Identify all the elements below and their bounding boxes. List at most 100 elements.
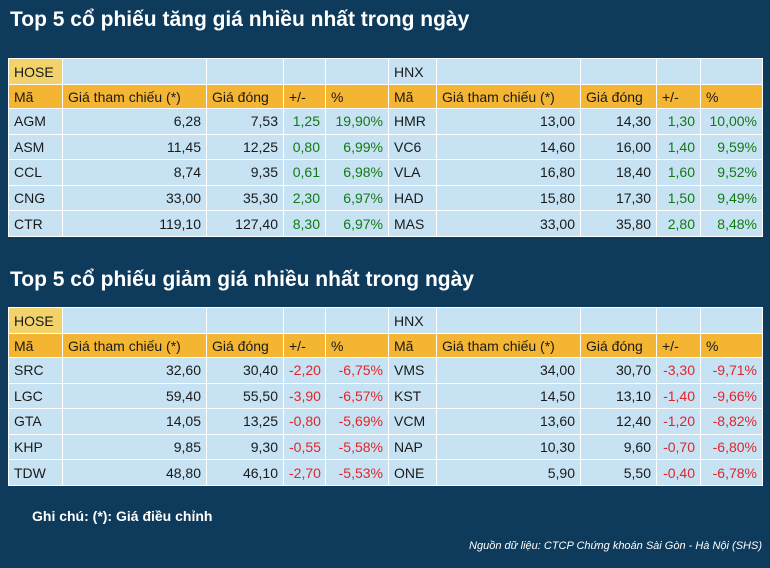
ticker: HAD <box>388 184 437 212</box>
value-cell: 2,80 <box>656 210 701 237</box>
empty-cell <box>656 58 701 85</box>
ticker: NAP <box>388 433 437 461</box>
empty-cell <box>62 58 207 85</box>
value-cell: 46,10 <box>206 459 284 486</box>
data-row: TDW 48,80 46,10 -2,70 -5,53% ONE 5,90 5,50 -0,40… <box>8 459 763 486</box>
header-cell: Giá đóng <box>580 84 657 109</box>
empty-cell <box>283 58 326 85</box>
value-cell: -0,80 <box>283 408 326 435</box>
value-cell: 30,70 <box>580 357 657 384</box>
header-cell: Mã <box>388 84 437 109</box>
value-cell: 13,00 <box>436 108 581 135</box>
value-cell: 16,80 <box>436 159 581 186</box>
exchange-row: HOSE HNX <box>8 307 763 334</box>
exchange: HNX <box>388 307 437 334</box>
exchange: HOSE <box>8 58 63 85</box>
header-cell: % <box>700 84 763 109</box>
losers-table: HOSE HNX Mã Giá tham chiếu (*) Giá đóng +/-% M… <box>8 307 763 486</box>
header-cell: +/- <box>283 333 326 358</box>
data-row: GTA 14,05 13,25 -0,80 -5,69% VCM 13,60 12,40 -1,… <box>8 408 763 435</box>
value-cell: -1,40 <box>656 382 701 410</box>
value-cell: 1,30 <box>656 108 701 135</box>
value-cell: 13,60 <box>436 408 581 435</box>
exchange-row: HOSE HNX <box>8 58 763 85</box>
value-cell: 34,00 <box>436 357 581 384</box>
value-cell: 1,40 <box>656 133 701 161</box>
ticker: MAS <box>388 210 437 237</box>
value-cell: 14,60 <box>436 133 581 161</box>
empty-cell <box>206 307 284 334</box>
empty-cell <box>283 307 326 334</box>
empty-cell <box>325 58 389 85</box>
header-cell: Giá tham chiếu (*) <box>436 333 581 358</box>
ticker: KHP <box>8 433 63 461</box>
header-cell: % <box>325 84 389 109</box>
note: Ghi chú: (*): Giá điều chỉnh <box>32 508 213 524</box>
data-row: AGM 6,28 7,53 1,25 19,90% HMR 13,00 14,30 1,30 10… <box>8 108 763 135</box>
value-cell: 6,99% <box>325 133 389 161</box>
ticker: ONE <box>388 459 437 486</box>
data-row: ASM 11,45 12,25 0,80 6,99% VC6 14,60 16,00 1,40 9… <box>8 133 763 161</box>
header-cell: Mã <box>8 333 63 358</box>
value-cell: 9,52% <box>700 159 763 186</box>
value-cell: 9,35 <box>206 159 284 186</box>
empty-cell <box>580 58 657 85</box>
value-cell: 11,45 <box>62 133 207 161</box>
header-row: Mã Giá tham chiếu (*) Giá đóng +/-% Mã Giá th… <box>8 84 763 109</box>
ticker: TDW <box>8 459 63 486</box>
value-cell: 9,59% <box>700 133 763 161</box>
value-cell: 32,60 <box>62 357 207 384</box>
value-cell: 9,60 <box>580 433 657 461</box>
value-cell: 9,30 <box>206 433 284 461</box>
value-cell: 9,49% <box>700 184 763 212</box>
empty-cell <box>436 307 581 334</box>
value-cell: -3,30 <box>656 357 701 384</box>
ticker: VC6 <box>388 133 437 161</box>
value-cell: 12,40 <box>580 408 657 435</box>
header-row: Mã Giá tham chiếu (*) Giá đóng +/-% Mã Giá th… <box>8 333 763 358</box>
exchange: HOSE <box>8 307 63 334</box>
value-cell: 8,74 <box>62 159 207 186</box>
value-cell: -8,82% <box>700 408 763 435</box>
ticker: ASM <box>8 133 63 161</box>
value-cell: 30,40 <box>206 357 284 384</box>
value-cell: 59,40 <box>62 382 207 410</box>
ticker: VMS <box>388 357 437 384</box>
header-cell: Giá đóng <box>580 333 657 358</box>
header-cell: Giá tham chiếu (*) <box>62 333 207 358</box>
ticker: KST <box>388 382 437 410</box>
value-cell: 33,00 <box>436 210 581 237</box>
data-row: LGC 59,40 55,50 -3,90 -6,57% KST 14,50 13,10 -1,… <box>8 382 763 410</box>
value-cell: -0,40 <box>656 459 701 486</box>
ticker: LGC <box>8 382 63 410</box>
value-cell: 0,80 <box>283 133 326 161</box>
value-cell: 1,25 <box>283 108 326 135</box>
header-cell: Giá tham chiếu (*) <box>62 84 207 109</box>
empty-cell <box>580 307 657 334</box>
value-cell: 8,30 <box>283 210 326 237</box>
value-cell: -0,70 <box>656 433 701 461</box>
header-cell: +/- <box>283 84 326 109</box>
value-cell: 15,80 <box>436 184 581 212</box>
value-cell: 48,80 <box>62 459 207 486</box>
header-cell: Mã <box>8 84 63 109</box>
source: Nguồn dữ liệu: CTCP Chứng khoán Sài Gòn … <box>469 540 762 552</box>
empty-cell <box>62 307 207 334</box>
ticker: CTR <box>8 210 63 237</box>
value-cell: 6,28 <box>62 108 207 135</box>
value-cell: 10,30 <box>436 433 581 461</box>
value-cell: 19,90% <box>325 108 389 135</box>
ticker: GTA <box>8 408 63 435</box>
value-cell: 2,30 <box>283 184 326 212</box>
value-cell: -3,90 <box>283 382 326 410</box>
value-cell: 14,05 <box>62 408 207 435</box>
data-row: CTR 119,10 127,40 8,30 6,97% MAS 33,00 35,80 2,8… <box>8 210 763 237</box>
header-cell: Giá tham chiếu (*) <box>436 84 581 109</box>
value-cell: 9,85 <box>62 433 207 461</box>
value-cell: 0,61 <box>283 159 326 186</box>
value-cell: 10,00% <box>700 108 763 135</box>
value-cell: 17,30 <box>580 184 657 212</box>
value-cell: 14,30 <box>580 108 657 135</box>
value-cell: 8,48% <box>700 210 763 237</box>
